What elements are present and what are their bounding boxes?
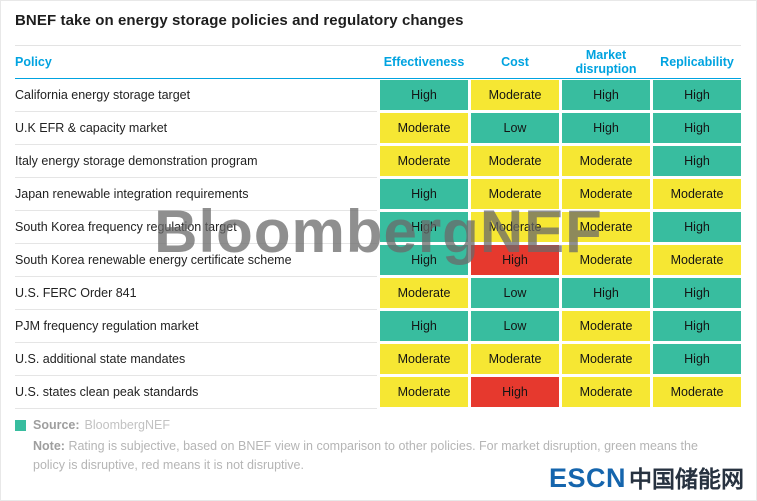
rating-cell-moderate: Moderate xyxy=(562,146,650,176)
rating-cell-low: Low xyxy=(471,311,559,341)
page-title: BNEF take on energy storage policies and… xyxy=(15,12,464,29)
policy-name: U.S. additional state mandates xyxy=(15,343,377,376)
escn-logo: ESCN 中国储能网 xyxy=(549,460,744,494)
rating-cell-moderate: Moderate xyxy=(562,212,650,242)
policy-name: U.K EFR & capacity market xyxy=(15,112,377,145)
rating-cell-high: High xyxy=(653,311,741,341)
rating-cell-moderate: Moderate xyxy=(653,377,741,407)
policy-name: Japan renewable integration requirements xyxy=(15,178,377,211)
table-row: Japan renewable integration requirements… xyxy=(15,178,741,211)
rating-cell-moderate: Moderate xyxy=(471,212,559,242)
table-row: U.K EFR & capacity market Moderate Low High… xyxy=(15,112,741,145)
rating-cell-moderate: Moderate xyxy=(653,179,741,209)
rating-cell-moderate: Moderate xyxy=(380,113,468,143)
source-bullet-icon xyxy=(15,419,26,431)
table-row: South Korea frequency regulation target H… xyxy=(15,211,741,244)
policy-name: U.S. FERC Order 841 xyxy=(15,277,377,310)
rating-cell-moderate: Moderate xyxy=(562,377,650,407)
rating-cell-high: High xyxy=(471,377,559,407)
escn-logo-text: ESCN xyxy=(548,463,626,493)
rating-cell-moderate: Moderate xyxy=(380,146,468,176)
rating-cell-high: High xyxy=(653,80,741,110)
rating-cell-high: High xyxy=(471,245,559,275)
rating-cell-high: High xyxy=(653,212,741,242)
rating-cell-moderate: Moderate xyxy=(562,245,650,275)
rating-cell-moderate: Moderate xyxy=(380,278,468,308)
rating-cell-moderate: Moderate xyxy=(471,80,559,110)
policy-rating-table: Policy Effectiveness Cost Market disruptio… xyxy=(15,45,741,409)
policy-name: South Korea renewable energy certificate… xyxy=(15,244,377,277)
note-body: Rating is subjective, based on BNEF view… xyxy=(33,439,698,473)
rating-cell-moderate: Moderate xyxy=(471,146,559,176)
source-line: Source: BloombergNEF xyxy=(15,418,721,432)
table-row: PJM frequency regulation market High Low Mo… xyxy=(15,310,741,343)
rating-cell-moderate: Moderate xyxy=(471,179,559,209)
policy-name: California energy storage target xyxy=(15,79,377,112)
policy-name: PJM frequency regulation market xyxy=(15,310,377,343)
column-header-market-disruption: Market disruption xyxy=(575,47,637,76)
table-header-row: Policy Effectiveness Cost Market disruptio… xyxy=(15,45,741,79)
table-row: U.S. states clean peak standards Moderate… xyxy=(15,376,741,409)
column-header-replicability: Replicability xyxy=(660,54,734,69)
rating-cell-high: High xyxy=(380,179,468,209)
footer: Source: BloombergNEF Note: Rating is sub… xyxy=(15,418,721,476)
rating-cell-high: High xyxy=(562,80,650,110)
rating-cell-low: Low xyxy=(471,278,559,308)
note-label: Note: xyxy=(33,439,65,453)
rating-cell-high: High xyxy=(562,113,650,143)
column-header-effectiveness: Effectiveness xyxy=(383,54,465,69)
rating-cell-high: High xyxy=(653,146,741,176)
rating-cell-moderate: Moderate xyxy=(380,377,468,407)
rating-cell-moderate: Moderate xyxy=(471,344,559,374)
rating-cell-high: High xyxy=(562,278,650,308)
rating-cell-high: High xyxy=(380,311,468,341)
table-row: California energy storage target High Mode… xyxy=(15,79,741,112)
rating-cell-high: High xyxy=(380,245,468,275)
policy-name: U.S. states clean peak standards xyxy=(15,376,377,409)
note-text: Note: Rating is subjective, based on BNE… xyxy=(15,437,721,476)
table-row: U.S. FERC Order 841 Moderate Low High High xyxy=(15,277,741,310)
source-value: BloombergNEF xyxy=(84,418,170,432)
policy-name: Italy energy storage demonstration progr… xyxy=(15,145,377,178)
rating-cell-high: High xyxy=(380,80,468,110)
rating-cell-moderate: Moderate xyxy=(653,245,741,275)
rating-cell-moderate: Moderate xyxy=(380,344,468,374)
rating-cell-low: Low xyxy=(471,113,559,143)
policy-name: South Korea frequency regulation target xyxy=(15,211,377,244)
table-row: U.S. additional state mandates Moderate Mo… xyxy=(15,343,741,376)
rating-cell-moderate: Moderate xyxy=(562,344,650,374)
rating-cell-moderate: Moderate xyxy=(562,179,650,209)
column-header-cost: Cost xyxy=(501,54,529,69)
rating-cell-moderate: Moderate xyxy=(562,311,650,341)
table-body: California energy storage target High Mode… xyxy=(15,79,741,409)
rating-cell-high: High xyxy=(653,278,741,308)
rating-cell-high: High xyxy=(653,113,741,143)
column-header-policy: Policy xyxy=(15,54,52,69)
escn-logo-chinese: 中国储能网 xyxy=(629,466,744,492)
source-label: Source: xyxy=(33,418,80,432)
rating-cell-high: High xyxy=(380,212,468,242)
rating-cell-high: High xyxy=(653,344,741,374)
table-row: South Korea renewable energy certificate… xyxy=(15,244,741,277)
table-row: Italy energy storage demonstration progr… xyxy=(15,145,741,178)
